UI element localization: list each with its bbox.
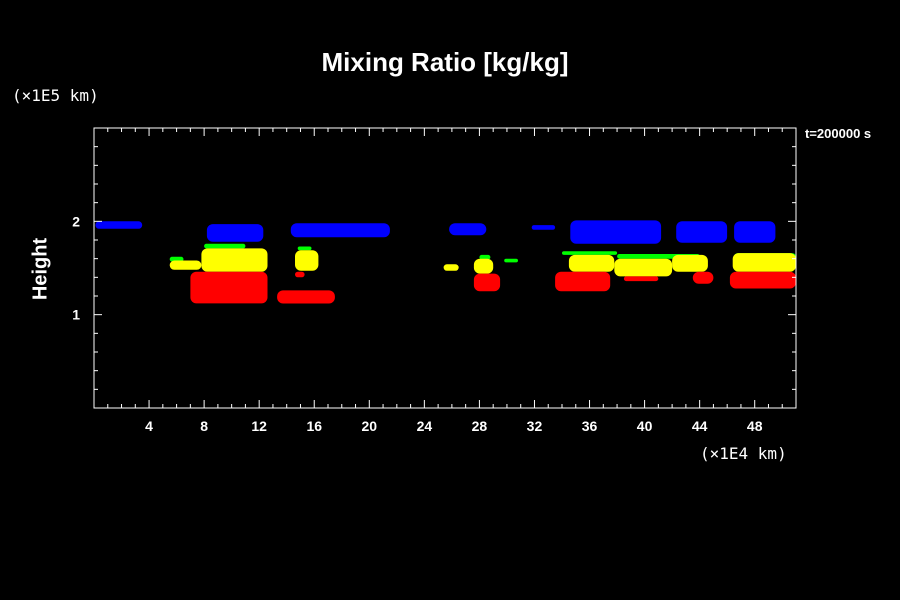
x-tick-label: 28 [472,418,488,434]
chart-title: Mixing Ratio [kg/kg] [321,47,569,77]
y-axis-label: Height [29,237,52,301]
x-tick-label: 36 [582,418,598,434]
yellow-region-3 [295,250,319,271]
yellow-region-7 [614,258,673,277]
yellow-region-5 [473,258,494,274]
red-region-4 [473,273,501,292]
yellow-region-4 [443,264,459,271]
plot-frame [93,127,797,409]
red-region-5 [555,271,611,292]
red-region-6 [623,276,659,282]
green-region-1 [169,256,184,262]
blue-region-5 [531,225,556,230]
x-axis-unit: (×1E4 km) [700,444,787,463]
red-region-3 [295,271,305,278]
x-tick-label: 24 [417,418,433,434]
red-region-1 [190,271,268,304]
blue-region-4 [449,223,487,236]
green-region-6 [562,251,618,255]
blue-region-3 [290,223,390,238]
red-region-7 [692,271,714,284]
y-tick-label: 2 [72,213,80,229]
cloud-regions [95,220,796,304]
y-tick-label: 1 [72,307,80,323]
blue-region-2 [206,224,264,242]
yellow-region-8 [672,254,708,272]
blue-region-7 [676,221,728,243]
yellow-region-1 [169,260,202,270]
x-tick-label: 40 [637,418,653,434]
x-tick-label: 16 [306,418,322,434]
yellow-region-6 [568,254,615,272]
y-axis-unit: (×1E5 km) [12,86,99,105]
green-region-4 [479,254,491,260]
time-label: t=200000 s [805,126,872,141]
yellow-region-2 [201,248,268,272]
red-region-8 [729,271,796,289]
yellow-region-9 [732,253,796,272]
x-tick-label: 48 [747,418,763,434]
green-region-2 [204,243,246,249]
x-tick-label: 32 [527,418,543,434]
x-tick-label: 4 [145,418,153,434]
x-tick-label: 8 [200,418,208,434]
x-tick-label: 12 [251,418,267,434]
x-tick-label: 44 [692,418,708,434]
blue-region-6 [570,220,662,244]
green-region-5 [504,258,518,263]
green-region-3 [297,246,312,251]
blue-region-8 [734,221,776,243]
blue-region-1 [95,221,143,229]
red-region-2 [277,290,335,304]
x-tick-label: 20 [362,418,378,434]
